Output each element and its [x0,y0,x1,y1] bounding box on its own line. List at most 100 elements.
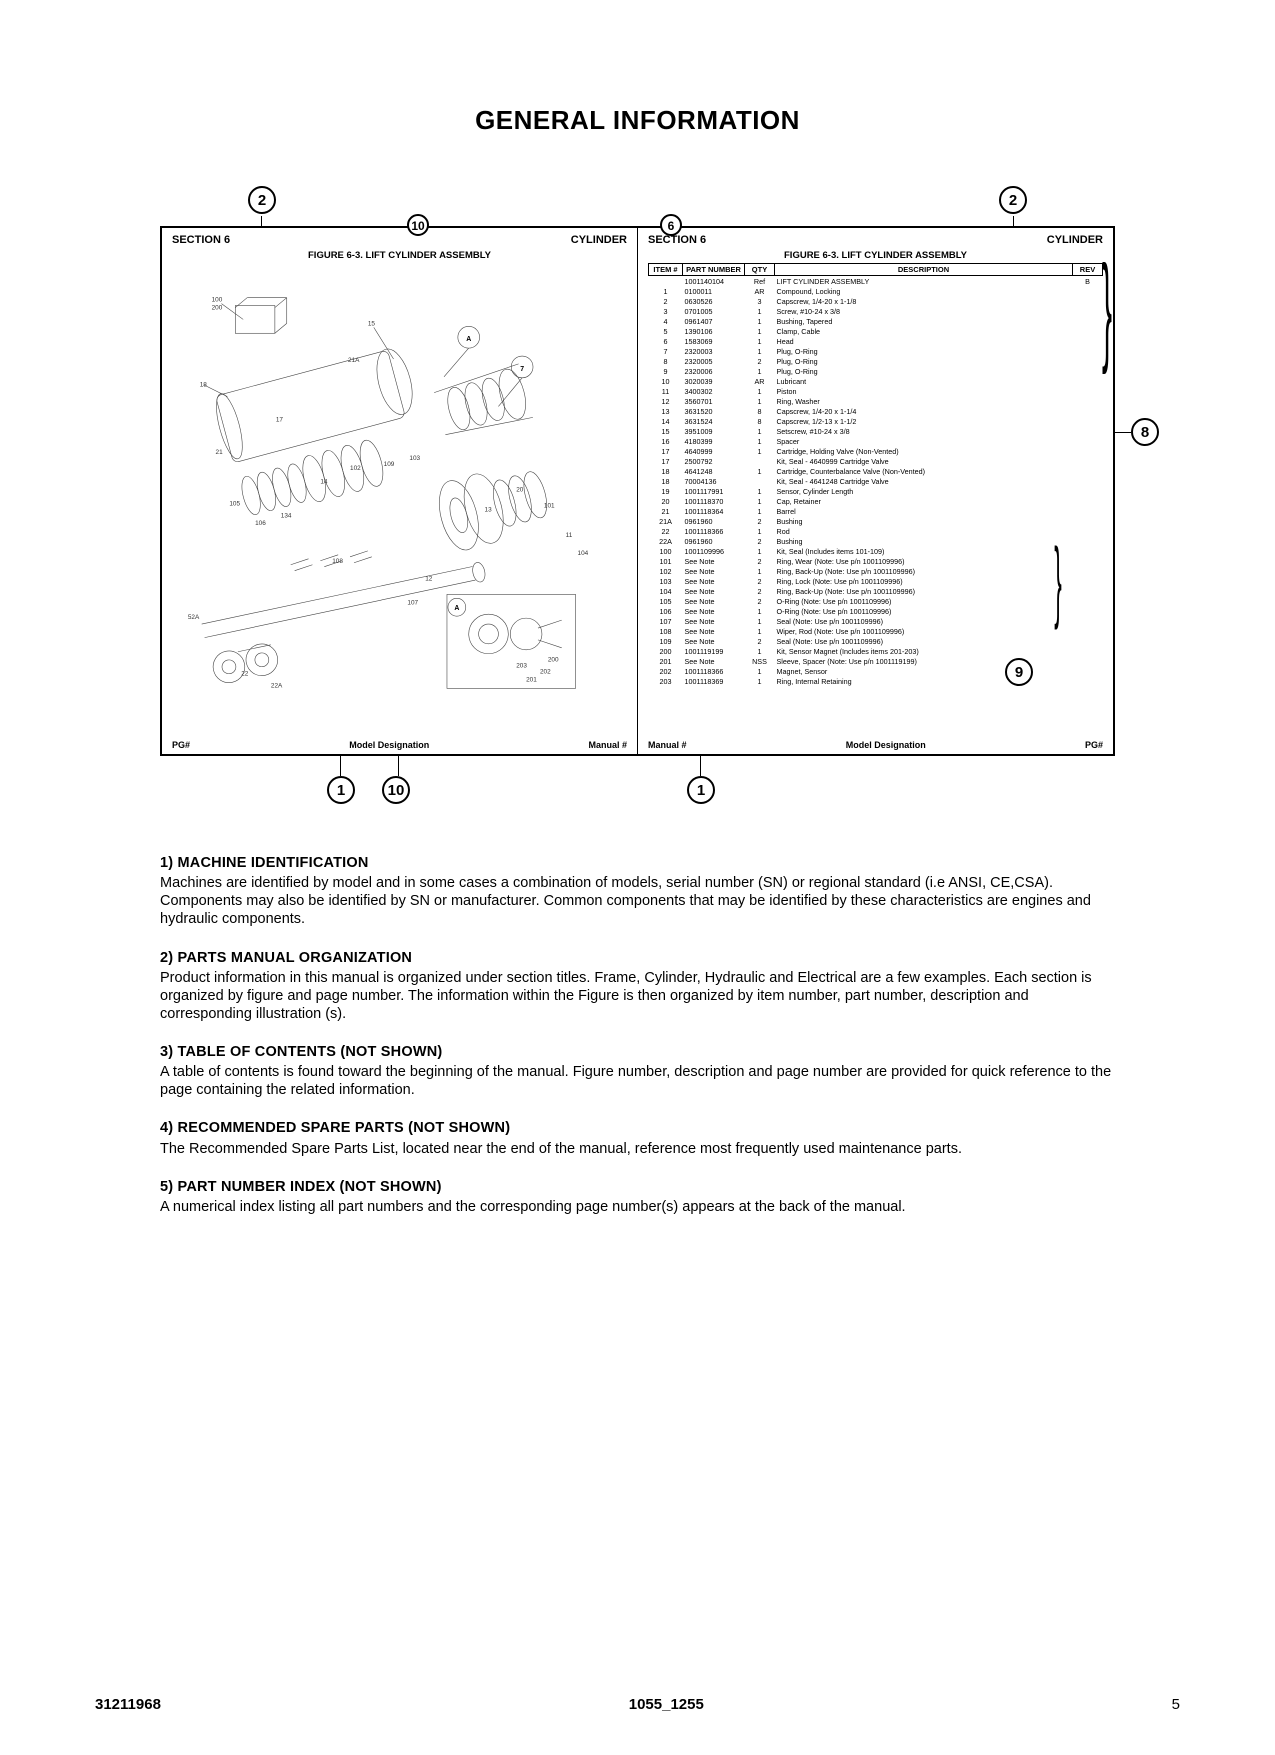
callout-10-bottom: 10 [382,776,410,804]
table-row: 172500792Kit, Seal - 4640999 Cartridge V… [649,456,1103,466]
leader-line [1113,432,1131,433]
svg-text:18: 18 [200,382,208,389]
table-row: 1134003021Piston [649,386,1103,396]
table-row: 201See NoteNSSSleeve, Spacer (Note: Use … [649,656,1103,666]
table-row: 108See Note1Wiper, Rod (Note: Use p/n 10… [649,626,1103,636]
callout-7: 7 [520,366,524,373]
section-5-title: 5) PART NUMBER INDEX (NOT SHOWN) [160,1178,1115,1196]
svg-text:200: 200 [548,657,559,664]
figure-title-right: FIGURE 6-3. LIFT CYLINDER ASSEMBLY [648,250,1103,261]
table-row: 20210011183661Magnet, Sensor [649,666,1103,676]
table-row: 103See Note2Ring, Lock (Note: Use p/n 10… [649,576,1103,586]
table-row: 2210011183661Rod [649,526,1103,536]
callout-9: 9 [1005,658,1033,686]
svg-text:11: 11 [566,532,573,539]
section-bar: SECTION 6 CYLINDER [172,234,627,246]
table-row: 105See Note2O-Ring (Note: Use p/n 100110… [649,596,1103,606]
leader-line [700,756,701,776]
footer-right: 5 [1172,1696,1180,1713]
table-row: 307010051Screw, #10-24 x 3/8 [649,306,1103,316]
svg-text:22A: 22A [271,682,283,689]
table-row: 2010011183701Cap, Retainer [649,496,1103,506]
svg-text:15: 15 [368,320,376,327]
col-qty: QTY [745,264,775,276]
callout-10-top: 10 [407,214,429,236]
section-left: SECTION 6 [172,234,230,246]
page-title: GENERAL INFORMATION [0,105,1275,136]
callout-2-left: 2 [248,186,276,214]
left-panel: SECTION 6 CYLINDER FIGURE 6-3. LIFT CYLI… [162,228,638,754]
svg-text:20: 20 [516,487,524,494]
table-row: 1641803991Spacer [649,436,1103,446]
table-row: 206305263Capscrew, 1/4-20 x 1-1/8 [649,296,1103,306]
section-1-title: 1) MACHINE IDENTIFICATION [160,854,1115,872]
svg-text:A: A [454,605,459,612]
section-2-body: Product information in this manual is or… [160,969,1115,1023]
table-row: 2110011183641Barrel [649,506,1103,516]
table-row: 1001140104RefLIFT CYLINDER ASSEMBLYB [649,276,1103,287]
col-rev: REV [1073,264,1103,276]
section-left: SECTION 6 [648,234,706,246]
svg-text:12: 12 [425,576,433,583]
table-row: 20010011191991Kit, Sensor Magnet (Includ… [649,646,1103,656]
table-row: 1870004136Kit, Seal - 4641248 Cartridge … [649,476,1103,486]
svg-text:201: 201 [526,676,537,683]
table-row: 103020039ARLubricant [649,376,1103,386]
table-row: 101See Note2Ring, Wear (Note: Use p/n 10… [649,556,1103,566]
table-row: 1436315248Capscrew, 1/2-13 x 1-1/2 [649,416,1103,426]
section-5-body: A numerical index listing all part numbe… [160,1198,1115,1216]
leader-line [340,756,341,776]
diagram-container: SECTION 6 CYLINDER FIGURE 6-3. LIFT CYLI… [160,226,1115,756]
section-1-body: Machines are identified by model and in … [160,874,1115,928]
footer-left: 31211968 [95,1696,161,1713]
svg-text:13: 13 [485,506,493,513]
bottom-callout-row: 1 10 1 [160,768,1115,808]
right-panel-footer: Manual # Model Designation PG# [648,740,1103,750]
svg-text:104: 104 [578,550,589,557]
top-callout-row: 2 2 [160,186,1115,226]
svg-text:108: 108 [332,558,343,565]
table-row: 22A09619602Bushing [649,536,1103,546]
table-row: 923200061Plug, O-Ring [649,366,1103,376]
svg-text:17: 17 [276,416,284,423]
svg-text:106: 106 [255,520,266,527]
table-row: 1746409991Cartridge, Holding Valve (Non-… [649,446,1103,456]
table-row: 106See Note1O-Ring (Note: Use p/n 100110… [649,606,1103,616]
svg-text:203: 203 [516,663,527,670]
section-4-title: 4) RECOMMENDED SPARE PARTS (NOT SHOWN) [160,1119,1115,1137]
table-row: 615830691Head [649,336,1103,346]
callout-1-right: 1 [687,776,715,804]
parts-table: ITEM # PART NUMBER QTY DESCRIPTION REV 1… [648,263,1103,686]
section-2-title: 2) PARTS MANUAL ORGANIZATION [160,949,1115,967]
page-footer: 31211968 1055_1255 5 [95,1696,1180,1713]
svg-text:100: 100 [212,297,223,304]
section-right: CYLINDER [1047,234,1103,246]
footer-pg: PG# [1085,740,1103,750]
table-row: 21A09619602Bushing [649,516,1103,526]
table-row: 10010011099961Kit, Seal (Includes items … [649,546,1103,556]
svg-text:134: 134 [281,512,292,519]
svg-text:101: 101 [544,502,555,509]
table-row: 409614071Bushing, Tapered [649,316,1103,326]
svg-text:105: 105 [229,500,240,507]
body-sections: 1) MACHINE IDENTIFICATION Machines are i… [160,854,1115,1216]
footer-manual: Manual # [648,740,687,750]
callout-8: 8 [1131,418,1159,446]
leader-line [398,756,399,776]
section-right: CYLINDER [571,234,627,246]
callout-2-right: 2 [999,186,1027,214]
section-3-title: 3) TABLE OF CONTENTS (NOT SHOWN) [160,1043,1115,1061]
section-3-body: A table of contents is found toward the … [160,1063,1115,1099]
right-panel: SECTION 6 CYLINDER FIGURE 6-3. LIFT CYLI… [638,228,1113,754]
footer-center: 1055_1255 [629,1696,704,1713]
table-row: 1539510091Setscrew, #10-24 x 3/8 [649,426,1103,436]
svg-text:21: 21 [216,449,224,456]
table-row: 1910011179911Sensor, Cylinder Length [649,486,1103,496]
table-row: 107See Note1Seal (Note: Use p/n 10011099… [649,616,1103,626]
table-row: 109See Note2Seal (Note: Use p/n 10011099… [649,636,1103,646]
svg-text:22: 22 [241,671,249,678]
svg-text:107: 107 [407,599,418,606]
callout-1-left: 1 [327,776,355,804]
col-pn: PART NUMBER [683,264,745,276]
table-row: 10100011ARCompound, Locking [649,286,1103,296]
